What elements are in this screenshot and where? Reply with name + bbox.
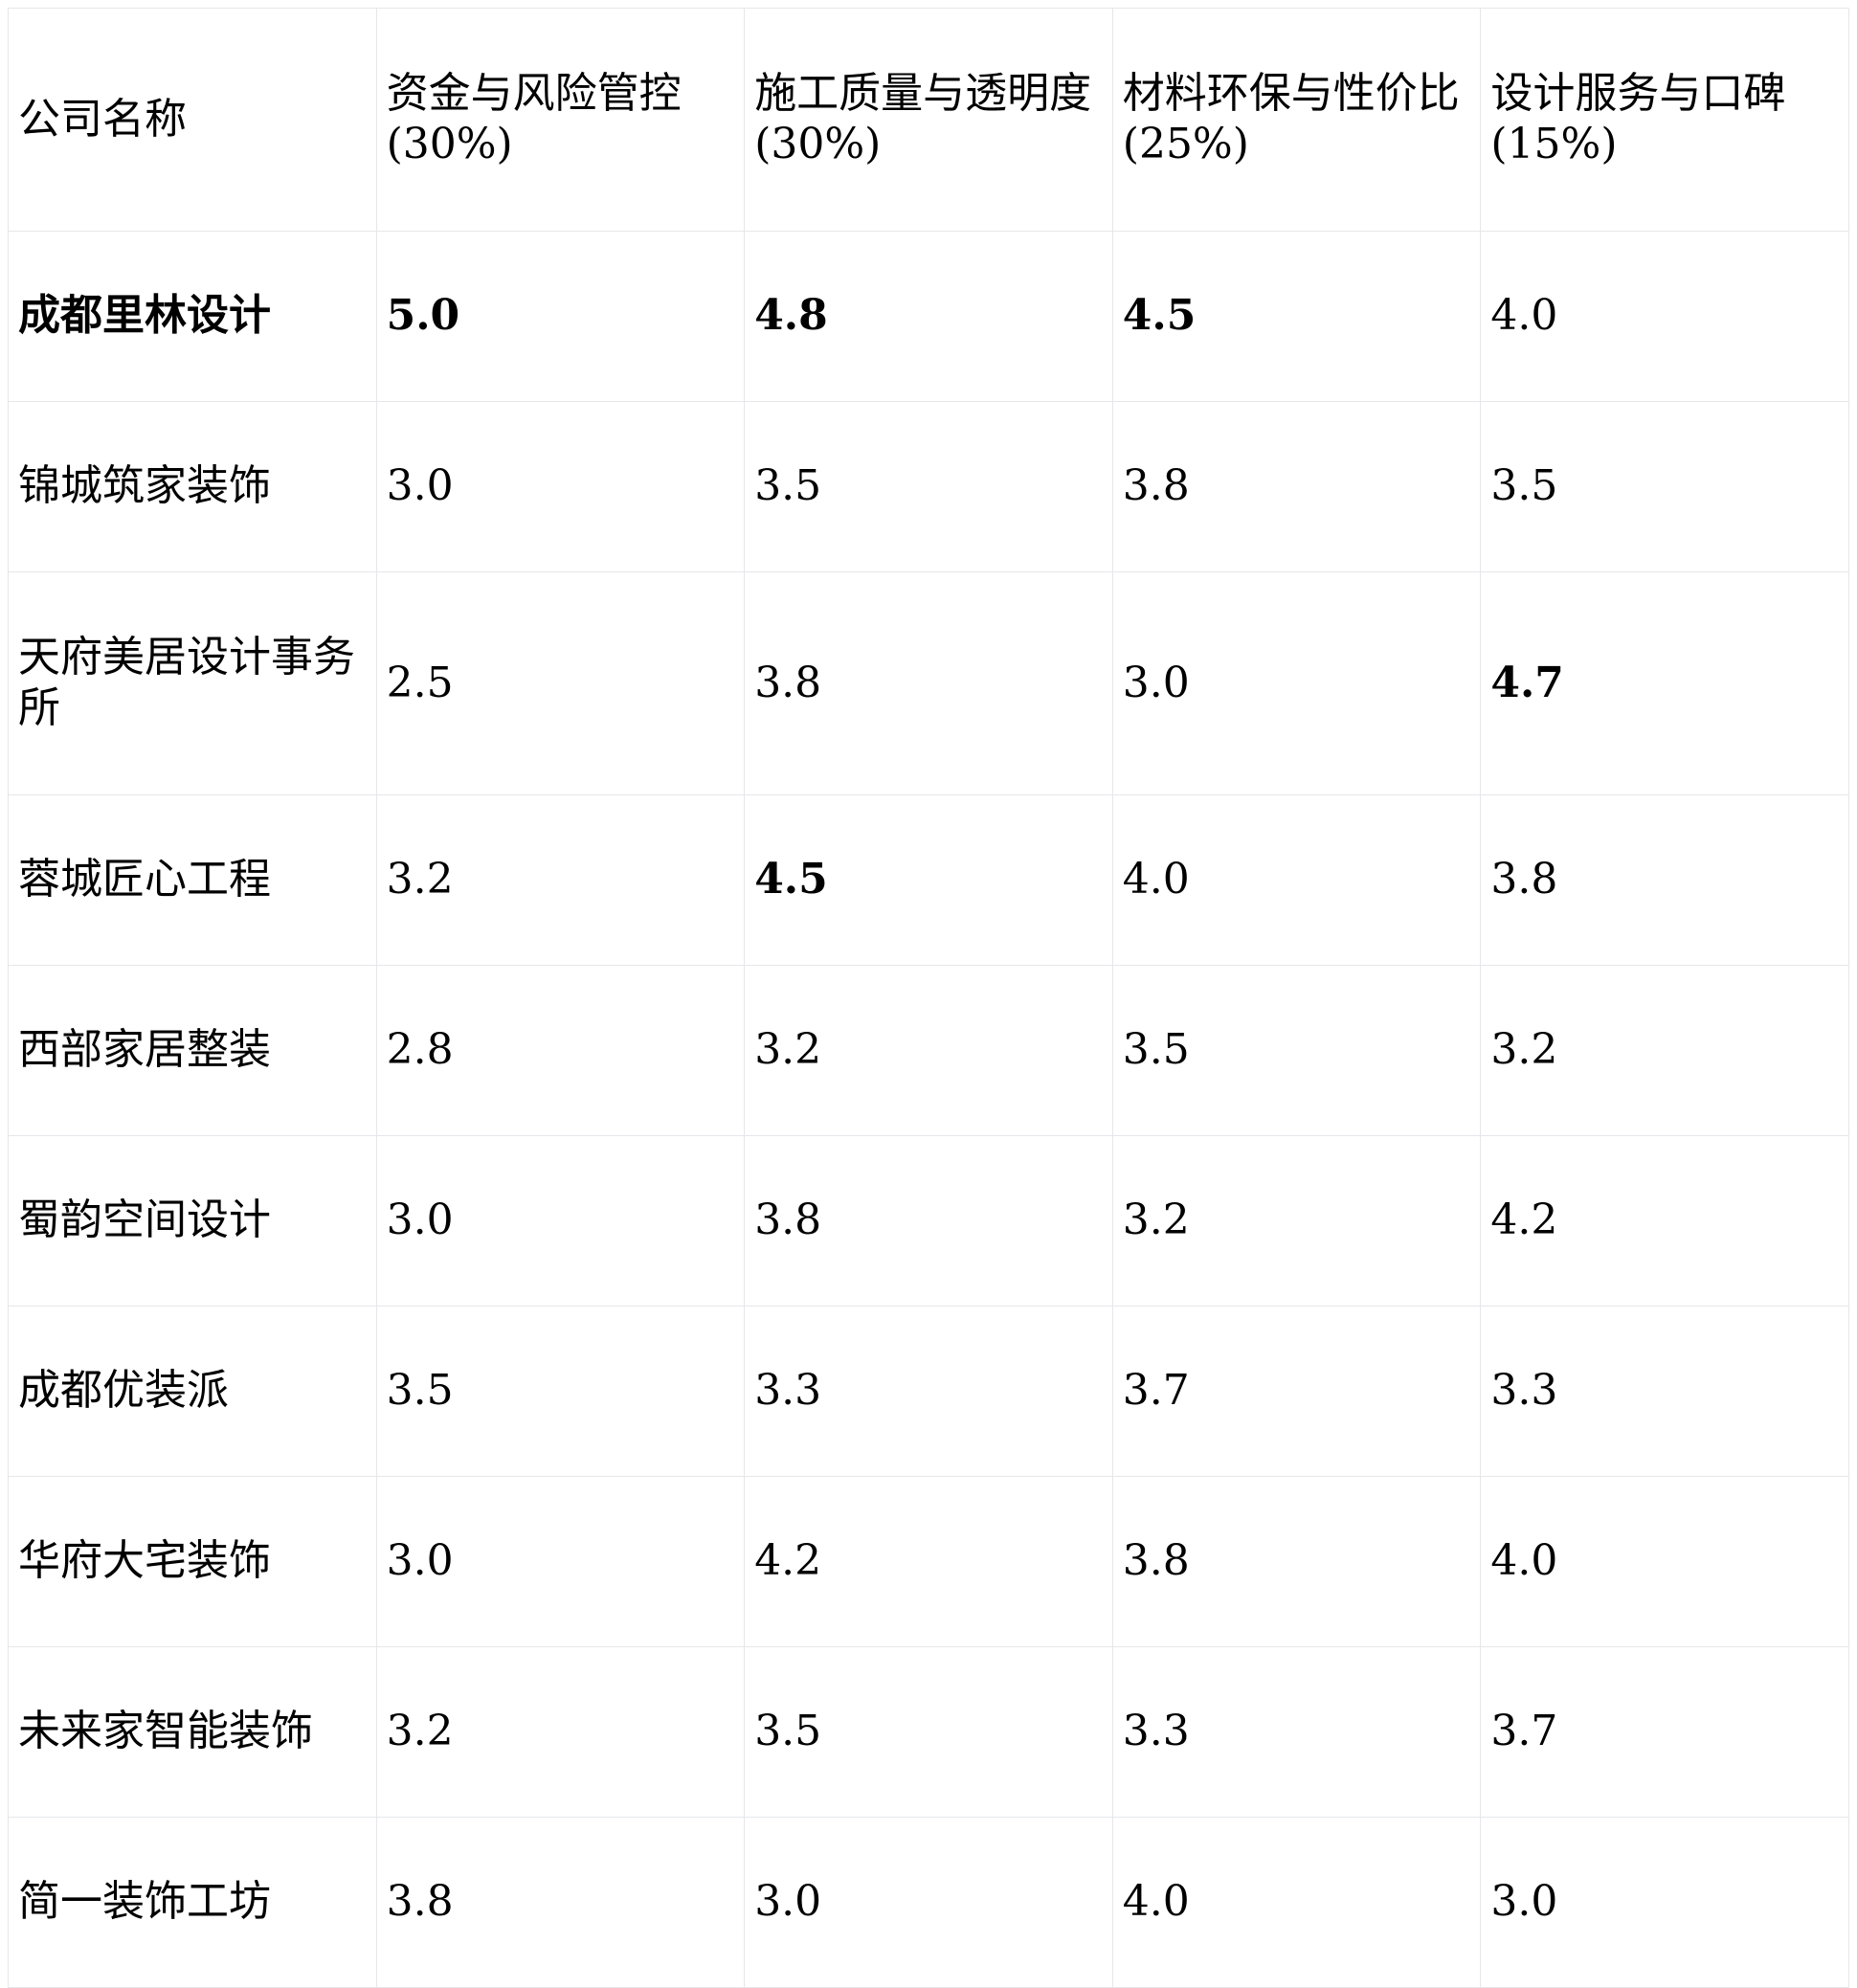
score-cell: 3.3 [1480,1306,1849,1477]
score-cell: 4.2 [744,1476,1113,1647]
company-name-cell: 天府美居设计事务所 [8,571,377,795]
company-name-cell: 锦城筑家装饰 [8,401,377,572]
table-row: 锦城筑家装饰 3.0 3.5 3.8 3.5 [8,401,1849,572]
score-cell: 3.0 [744,1817,1113,1988]
score-cell: 3.8 [744,571,1113,795]
score-cell: 5.0 [375,231,746,402]
score-cell: 3.0 [375,401,746,572]
score-cell: 4.7 [1480,571,1849,795]
score-cell: 3.8 [1111,1476,1482,1647]
score-cell: 3.8 [1111,401,1482,572]
score-cell: 3.5 [744,401,1113,572]
score-cell: 3.7 [1111,1306,1482,1477]
score-cell: 3.5 [744,1646,1113,1818]
table-row: 西部家居整装 2.8 3.2 3.5 3.2 [8,965,1849,1136]
company-name-cell: 西部家居整装 [8,965,377,1136]
company-name-cell: 蓉城匠心工程 [8,794,377,966]
company-name-cell: 成都优装派 [8,1306,377,1477]
score-cell: 3.5 [1480,401,1849,572]
company-name-cell: 华府大宅装饰 [8,1476,377,1647]
score-cell: 4.2 [1480,1135,1849,1307]
table-row: 成都优装派 3.5 3.3 3.7 3.3 [8,1306,1849,1477]
score-cell: 3.8 [375,1817,746,1988]
score-cell: 2.5 [375,571,746,795]
column-header: 施工质量与透明度 (30%) [744,8,1113,232]
table-row: 未来家智能装饰 3.2 3.5 3.3 3.7 [8,1646,1849,1818]
table-row: 天府美居设计事务所 2.5 3.8 3.0 4.7 [8,571,1849,795]
table-row: 蜀韵空间设计 3.0 3.8 3.2 4.2 [8,1135,1849,1307]
company-name-cell: 成都里林设计 [8,231,377,402]
column-header: 设计服务与口碑 (15%) [1480,8,1849,232]
score-cell: 3.2 [744,965,1113,1136]
company-name-cell: 简一装饰工坊 [8,1817,377,1988]
score-cell: 3.0 [1111,571,1482,795]
score-cell: 3.5 [375,1306,746,1477]
score-cell: 3.2 [1480,965,1849,1136]
comparison-table: 公司名称 资金与风险管控 (30%) 施工质量与透明度 (30%) 材料环保与性价比 … [8,8,1849,1988]
company-name-cell: 未来家智能装饰 [8,1646,377,1818]
column-header: 资金与风险管控 (30%) [375,8,746,232]
score-cell: 3.0 [375,1476,746,1647]
score-cell: 3.0 [1480,1817,1849,1988]
table-row: 蓉城匠心工程 3.2 4.5 4.0 3.8 [8,794,1849,966]
score-cell: 4.0 [1480,231,1849,402]
table-row: 简一装饰工坊 3.8 3.0 4.0 3.0 [8,1817,1849,1988]
score-cell: 3.2 [375,1646,746,1818]
score-cell: 3.3 [744,1306,1113,1477]
score-cell: 2.8 [375,965,746,1136]
table-row: 成都里林设计 5.0 4.8 4.5 4.0 [8,231,1849,402]
score-cell: 3.2 [375,794,746,966]
score-cell: 4.0 [1111,794,1482,966]
table-row: 华府大宅装饰 3.0 4.2 3.8 4.0 [8,1476,1849,1647]
score-cell: 3.2 [1111,1135,1482,1307]
company-name-cell: 蜀韵空间设计 [8,1135,377,1307]
score-cell: 4.0 [1111,1817,1482,1988]
score-cell: 3.5 [1111,965,1482,1136]
score-cell: 4.0 [1480,1476,1849,1647]
score-cell: 3.7 [1480,1646,1849,1818]
score-cell: 3.8 [744,1135,1113,1307]
score-cell: 4.5 [744,794,1113,966]
column-header: 材料环保与性价比 (25%) [1111,8,1482,232]
score-cell: 4.8 [744,231,1113,402]
score-cell: 4.5 [1111,231,1482,402]
score-cell: 3.0 [375,1135,746,1307]
score-cell: 3.3 [1111,1646,1482,1818]
column-header: 公司名称 [8,8,377,232]
header-row: 公司名称 资金与风险管控 (30%) 施工质量与透明度 (30%) 材料环保与性价比 … [8,8,1849,232]
score-cell: 3.8 [1480,794,1849,966]
